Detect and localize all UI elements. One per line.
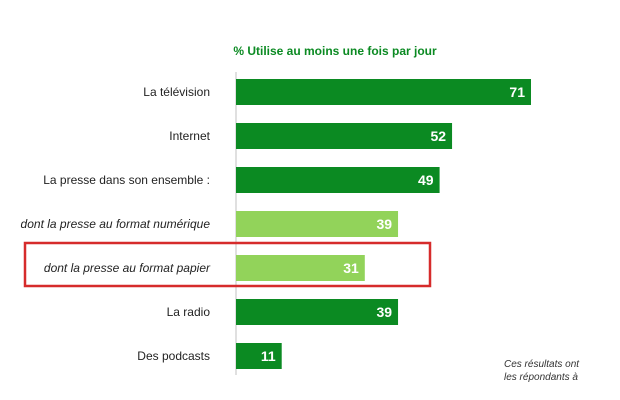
chart-title: % Utilise au moins une fois par jour bbox=[233, 44, 437, 58]
category-label-6: Des podcasts bbox=[137, 349, 210, 363]
highlight-box bbox=[23, 241, 432, 288]
bar-value-label-0: 71 bbox=[509, 84, 525, 100]
bar-5 bbox=[236, 299, 399, 325]
category-label-0: La télévision bbox=[143, 85, 210, 99]
footnote-line-1: Ces résultats ont bbox=[504, 359, 580, 370]
category-label-2: La presse dans son ensemble : bbox=[43, 173, 210, 187]
bar-3 bbox=[236, 211, 399, 237]
bar-value-label-6: 11 bbox=[261, 348, 276, 364]
bar-value-label-3: 39 bbox=[376, 216, 392, 232]
bar-value-label-2: 49 bbox=[418, 172, 434, 188]
bars-group: 71 La télévision 52 Internet 49 La presse dan… bbox=[21, 79, 531, 369]
bar-value-label-5: 39 bbox=[376, 304, 392, 320]
bar-value-label-4: 31 bbox=[343, 260, 359, 276]
category-label-3: dont la presse au format numérique bbox=[21, 217, 211, 231]
bar-4 bbox=[236, 255, 365, 281]
category-label-5: La radio bbox=[167, 305, 211, 319]
category-label-4: dont la presse au format papier bbox=[44, 261, 211, 275]
category-label-1: Internet bbox=[169, 129, 210, 143]
bar-value-label-1: 52 bbox=[430, 128, 446, 144]
bar-2 bbox=[236, 167, 440, 193]
footnote-line-2: les répondants à bbox=[504, 372, 578, 383]
bar-1 bbox=[236, 123, 453, 149]
bar-0 bbox=[236, 79, 531, 105]
bar-6 bbox=[236, 343, 282, 369]
